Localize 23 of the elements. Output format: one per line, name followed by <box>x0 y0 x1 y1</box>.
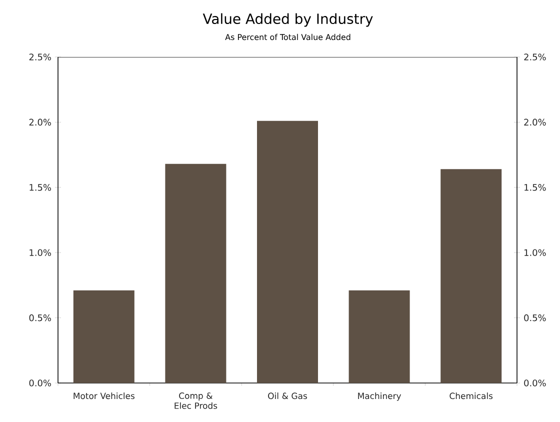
y-tick-label: 2.5% <box>29 54 51 60</box>
x-tick-label: Motor Vehicles <box>74 392 134 400</box>
y2-tick-label: 2.0% <box>524 118 546 126</box>
x-tick-label: Machinery <box>358 392 402 401</box>
y-tick-label: 0.5% <box>29 314 51 322</box>
y2-tick-label: 1.5% <box>524 184 546 191</box>
bar <box>165 164 226 383</box>
bar <box>73 290 134 383</box>
y2-tick-label: 1.0% <box>524 249 546 256</box>
y2-tick-label: 0.0% <box>524 380 546 386</box>
y-tick-label: 2.0% <box>29 118 51 126</box>
bar <box>348 290 410 383</box>
bar <box>440 169 502 383</box>
x-tick-label: Oil & Gas <box>268 392 307 400</box>
y2-tick-label: 2.5% <box>524 54 546 60</box>
x-tick-label: Comp & Elec Prods <box>174 392 218 409</box>
x-tick-label: Chemicals <box>450 392 493 400</box>
y-tick-label: 1.0% <box>30 249 51 256</box>
y-tick-label: 1.5% <box>30 184 51 191</box>
bar <box>257 120 318 383</box>
chart-title: Value Added by Industry <box>202 13 373 27</box>
y-tick-label: 0.0% <box>29 380 51 386</box>
y2-tick-label: 0.5% <box>524 314 546 322</box>
